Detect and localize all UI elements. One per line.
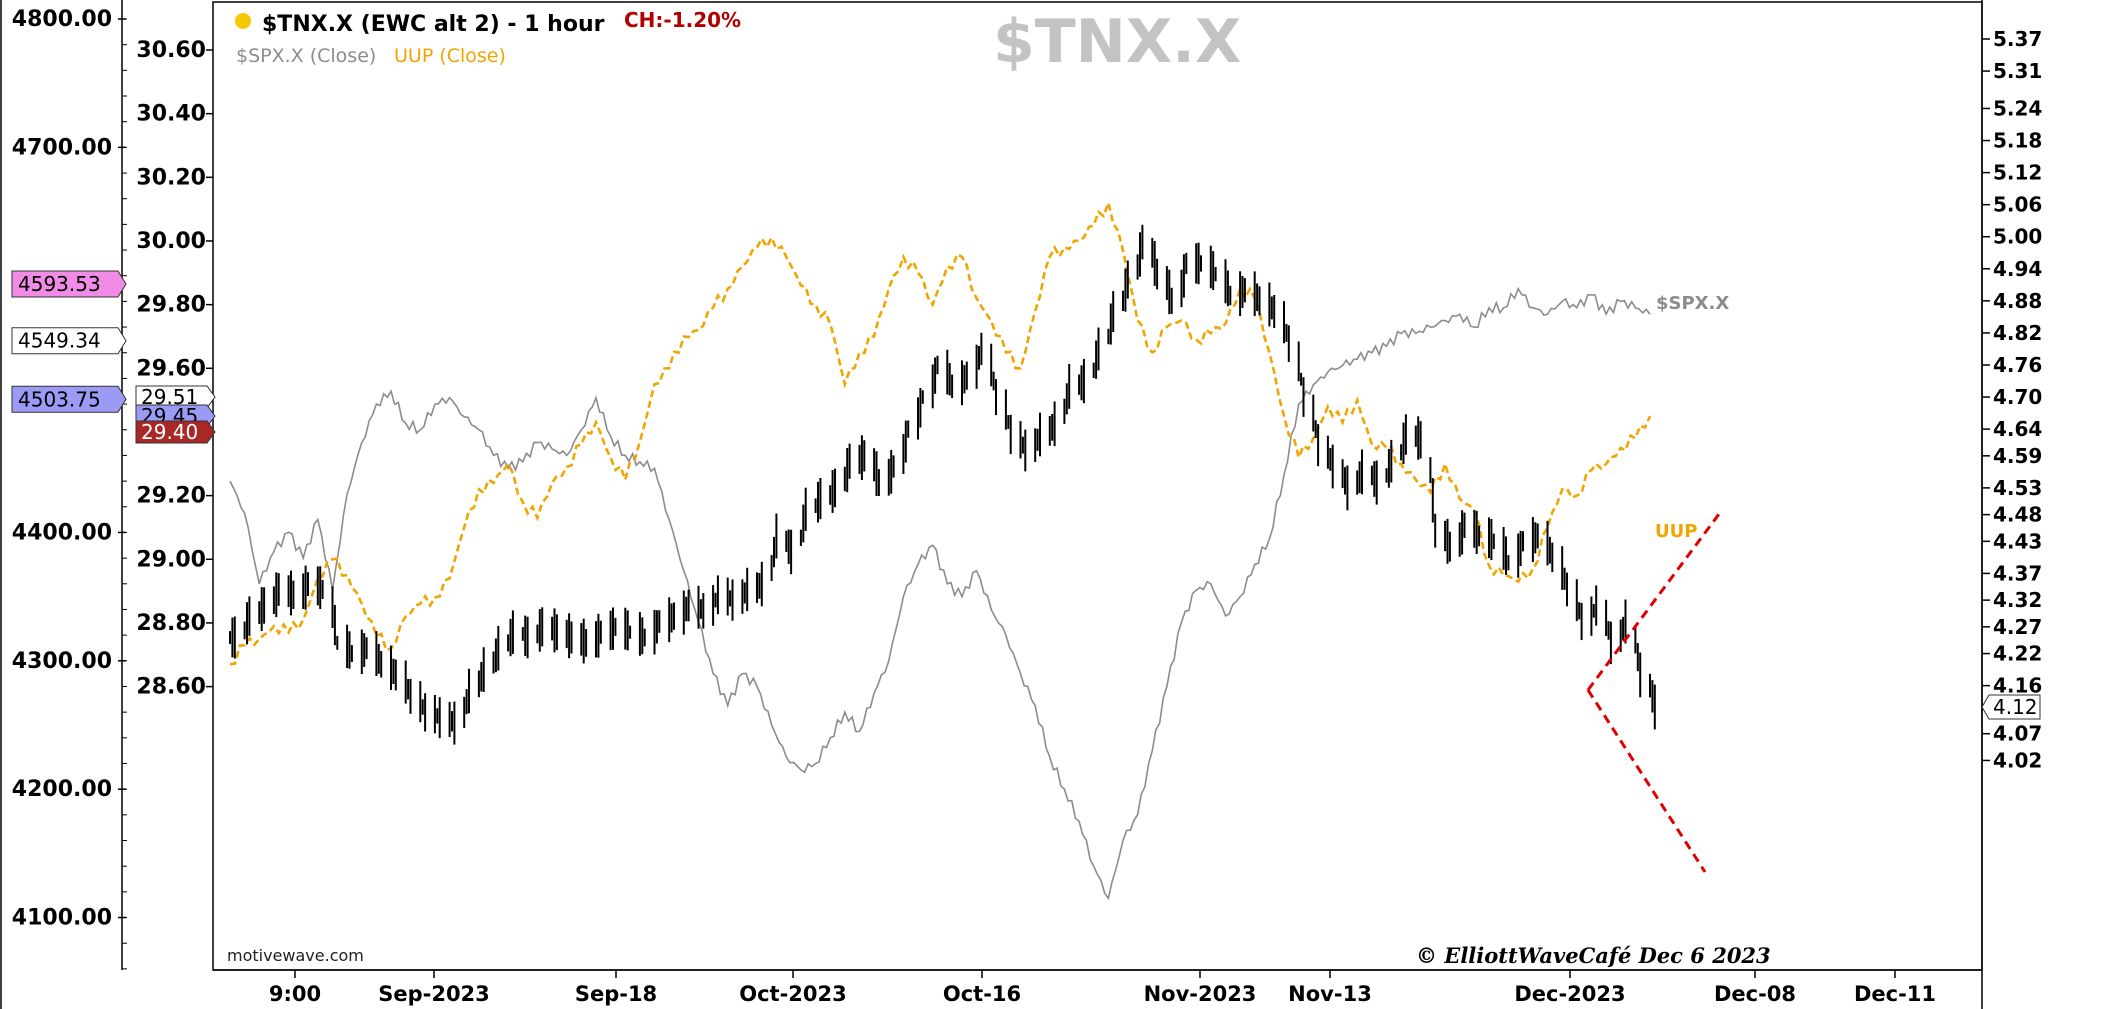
price-tag-shape <box>11 385 127 413</box>
price-tag-label: 4.12 <box>1993 695 2038 719</box>
watermark: $TNX.X <box>993 7 1241 77</box>
time-tick-label: Nov-2023 <box>1144 982 1257 1006</box>
uup-tick-label: 29.20 <box>136 484 206 509</box>
time-tick-label: Oct-2023 <box>739 982 847 1006</box>
tnx-tick-label: 4.64 <box>1993 417 2042 441</box>
tnx-tick-label: 4.82 <box>1993 321 2042 345</box>
uup-tick-label: 28.80 <box>136 611 206 636</box>
time-tick-label: Dec-11 <box>1854 982 1936 1006</box>
price-tag-shape <box>1981 694 2041 720</box>
spx-tick-label: 4700.00 <box>12 135 112 160</box>
tnx-tick-label: 4.48 <box>1993 503 2042 527</box>
tnx-axis: 5.37 5.31 5.24 5.18 5.12 5.06 5.00 4.94 4.88 4.82… <box>1982 27 2042 772</box>
copyright-text: © ElliottWaveCafé Dec 6 2023 <box>1416 943 1771 968</box>
time-axis: 9:00 Sep-2023 Sep-18 Oct-2023 Oct-16 Nov-2023… <box>269 970 1936 1006</box>
price-tag-shape <box>11 270 127 298</box>
tnx-tick-label: 4.22 <box>1993 642 2042 666</box>
time-tick-label: Dec-08 <box>1714 982 1796 1006</box>
time-tick-label: 9:00 <box>269 982 321 1006</box>
price-tag-label: 4549.34 <box>18 329 101 353</box>
tnx-tick-label: 4.07 <box>1993 722 2042 746</box>
spx-tick-label: 4300.00 <box>12 649 112 674</box>
time-tick-label: Sep-2023 <box>378 982 490 1006</box>
tnx-tick-label: 4.27 <box>1993 615 2042 639</box>
plot-frame <box>212 1 1983 971</box>
projection-lines <box>1586 509 1724 873</box>
credit-text: motivewave.com <box>227 946 364 965</box>
spx-series <box>229 286 1651 901</box>
price-tag-label: 4503.75 <box>18 387 101 411</box>
status-dot-icon <box>235 13 251 29</box>
uup-tick-label: 30.60 <box>136 38 206 63</box>
tnx-tick-label: 4.02 <box>1993 748 2042 772</box>
price-tag-label: 29.40 <box>141 420 198 444</box>
tnx-tick-label: 4.76 <box>1993 353 2042 377</box>
tnx-series <box>229 224 1656 745</box>
tnx-tick-label: 4.32 <box>1993 588 2042 612</box>
tnx-tick-label: 5.37 <box>1993 27 2042 51</box>
tnx-tick-label: 5.31 <box>1993 59 2042 83</box>
price-tag: 4593.53 <box>11 270 127 298</box>
spx-tick-label: 4200.00 <box>12 777 112 802</box>
uup-axis: 30.60 30.40 30.20 30.00 29.80 29.60 29.20 29.00… <box>136 38 213 700</box>
uup-line <box>229 198 1652 666</box>
change-badge: CH:-1.20% <box>624 8 741 32</box>
price-tag: 4503.75 <box>11 385 127 413</box>
time-tick-label: Nov-13 <box>1288 982 1372 1006</box>
tnx-tick-label: 5.00 <box>1993 225 2042 249</box>
tnx-tick-label: 5.18 <box>1993 129 2042 153</box>
projection-down-line <box>1586 689 1707 873</box>
uup-tick-label: 28.60 <box>136 675 206 700</box>
uup-tick-label: 29.00 <box>136 547 206 572</box>
price-tag-label: 4593.53 <box>18 272 101 296</box>
price-tag: 4.12 <box>1981 694 2041 720</box>
uup-end-label: UUP <box>1655 521 1697 542</box>
legend-spx: $SPX.X (Close) <box>236 45 376 67</box>
time-tick-label: Oct-16 <box>943 982 1021 1006</box>
spx-tick-label: 4800.00 <box>12 7 112 32</box>
tnx-tick-label: 5.06 <box>1993 193 2042 217</box>
spx-tick-label: 4100.00 <box>12 906 112 931</box>
time-tick-label: Dec-2023 <box>1514 982 1625 1006</box>
tnx-tick-label: 4.37 <box>1993 561 2042 585</box>
uup-tick-label: 29.80 <box>136 293 206 318</box>
spx-end-label: $SPX.X <box>1656 293 1729 314</box>
spx-tick-label: 4400.00 <box>12 520 112 545</box>
legend-uup: UUP (Close) <box>394 45 506 67</box>
tnx-tick-label: 4.53 <box>1993 476 2042 500</box>
time-tick-label: Sep-18 <box>575 982 657 1006</box>
tnx-tick-label: 4.59 <box>1993 444 2042 468</box>
spx-line <box>229 286 1651 901</box>
projection-up-line <box>1586 509 1724 691</box>
uup-tick-label: 30.40 <box>136 102 206 127</box>
price-tag: 4549.34 <box>11 327 127 355</box>
tnx-tick-label: 4.88 <box>1993 289 2042 313</box>
chart-title: $TNX.X (EWC alt 2) - 1 hour <box>262 12 605 37</box>
spx-axis: 4800.00 4700.00 4400.00 4300.00 4200.00 4100.… <box>12 7 127 970</box>
uup-tick-label: 30.00 <box>136 229 206 254</box>
tnx-tick-label: 5.24 <box>1993 96 2042 120</box>
tnx-tick-label: 4.43 <box>1993 529 2042 553</box>
price-tag-shape <box>135 420 216 444</box>
tnx-tick-label: 4.94 <box>1993 257 2042 281</box>
price-tag: 29.40 <box>135 420 216 444</box>
tnx-tick-label: 4.70 <box>1993 385 2042 409</box>
price-tag-shape <box>11 327 127 355</box>
tnx-tick-label: 4.16 <box>1993 674 2042 698</box>
uup-tick-label: 30.20 <box>136 165 206 190</box>
price-tag-shape <box>135 385 216 409</box>
tnx-tick-label: 5.12 <box>1993 161 2042 185</box>
uup-tick-label: 29.60 <box>136 356 206 381</box>
uup-series <box>229 198 1652 666</box>
